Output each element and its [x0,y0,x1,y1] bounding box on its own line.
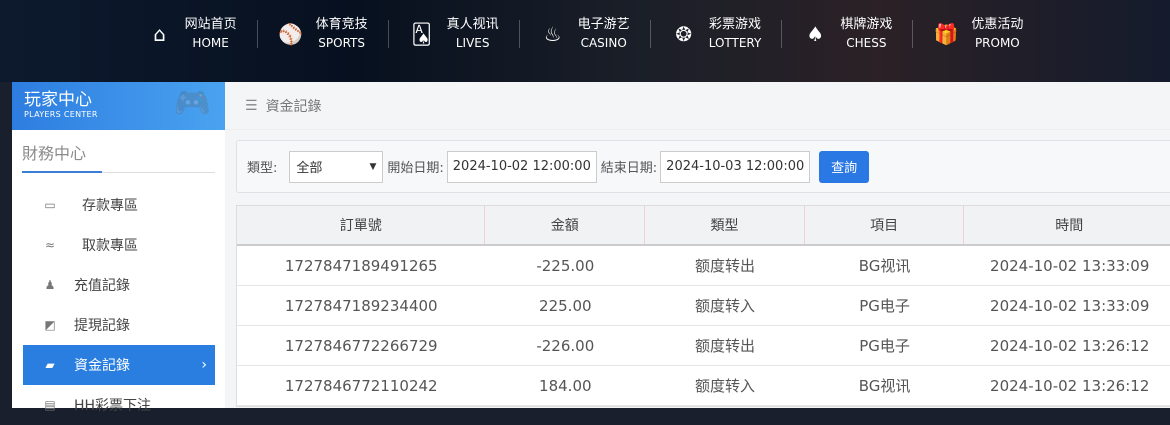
nav-label-cn: 真人视讯 [446,17,499,32]
sidebar-item-label: 取款專區 [82,238,138,254]
column-header[interactable]: 項目 [805,206,965,244]
wallet-icon: ◩ [44,318,56,332]
sidebar-subtitle: PLAYERS CENTER [24,110,98,119]
column-header[interactable]: 訂單號 [237,206,486,244]
main-content: ☰ 資金記錄 類型: 全部 ▼ 開始日期: 2024-10-02 12:00:00… [225,82,1170,408]
sidebar-title: 玩家中心 [24,90,92,110]
gamepad-icon: 🎮 [173,86,211,121]
column-header[interactable]: 金額 [485,206,646,244]
menu-icon[interactable]: ☰ [245,97,258,114]
column-header[interactable]: 時間 [964,206,1170,244]
nav-item-sports[interactable]: ⚾ 体育竞技 SPORTS [256,17,388,50]
nav-label-cn: 体育竞技 [315,17,368,32]
spade-icon: ♠ [806,22,825,46]
money-bag-icon: ♟ [44,278,56,292]
table-cell: 1727847189491265 [284,256,438,275]
ball-icon: ⚾ [278,22,304,46]
end-date-input[interactable]: 2024-10-03 12:00:00 [660,150,811,183]
sidebar-item[interactable]: ♟ 充值記錄 [23,265,215,305]
table-cell: 1727846772110242 [284,376,438,395]
table-row: 1727846772110242 184.00 额度转入 BG视讯 2024-10-02… [237,366,1170,406]
table-row: 1727847189491265 -225.00 额度转出 BG视讯 2024-10-0… [237,246,1170,286]
nav-item-home[interactable]: ⌂ 网站首页 HOME [127,17,257,50]
nav-label-en: SPORTS [318,36,365,50]
table-cell: 2024-10-02 13:33:09 [990,296,1150,315]
start-date-label: 開始日期: [387,161,444,176]
query-button[interactable]: 查詢 [819,150,870,183]
nav-item-promo[interactable]: 🎁 优惠活动 PROMO [912,17,1043,50]
table-cell: 1727846772266729 [284,336,438,355]
sidebar-item[interactable]: ≈ 取款專區 [23,225,215,265]
type-label: 類型: [247,161,278,176]
lottery-balls-icon: ❂ [675,22,693,46]
nav-label-cn: 优惠活动 [971,17,1024,32]
table-cell: PG电子 [859,337,910,355]
chevron-right-icon: › [201,357,207,373]
table-cell: 2024-10-02 13:33:09 [990,256,1150,275]
start-date-input[interactable]: 2024-10-02 12:00:00 [446,150,597,183]
nav-label-en: LIVES [455,36,490,50]
dropdown-arrow-icon: ▼ [369,161,377,172]
nav-label-en: CHESS [846,36,887,50]
table-cell: 额度转入 [694,297,755,315]
type-select[interactable]: 全部 ▼ [289,150,384,183]
end-date-label: 結束日期: [600,161,658,176]
table-cell: 额度转出 [694,257,755,275]
nav-item-lives[interactable]: 🂡 真人视讯 LIVES [387,17,519,50]
nav-item-chess[interactable]: ♠ 棋牌游戏 CHESS [781,17,912,50]
nav-label-cn: 彩票游戏 [709,17,762,32]
nav-label-cn: 网站首页 [184,17,237,32]
sidebar-item[interactable]: ◩ 提現記錄 [23,305,215,345]
sidebar-item-label: 充值記錄 [74,278,130,294]
table-cell: 额度转入 [694,377,755,395]
sidebar-item-label: HH彩票下注 [74,398,152,414]
hand-money-icon: ≈ [44,238,56,252]
cards-icon: 🂡 [411,22,432,46]
table-cell: -225.00 [536,256,595,275]
table-cell: 2024-10-02 13:26:12 [990,376,1150,395]
gift-icon: 🎁 [933,22,959,46]
nav-label-en: CASINO [580,36,627,50]
breadcrumb-label: 資金記錄 [265,98,322,115]
filter-bar: 類型: 全部 ▼ 開始日期: 2024-10-02 12:00:00 結束日期: … [236,140,1170,193]
slot-icon: ♨ [543,22,562,46]
sidebar-item[interactable]: ▭ 存款專區 [23,185,215,225]
card-icon: ▭ [44,198,56,212]
nav-label-en: HOME [192,36,229,50]
sidebar-item[interactable]: ▰ 資金記錄 › [23,345,215,385]
table-cell: BG视讯 [858,377,911,395]
home-icon: ⌂ [153,22,166,46]
table-cell: 184.00 [539,376,592,395]
players-center-header: 玩家中心 PLAYERS CENTER 🎮 [12,82,225,130]
nav-label-en: LOTTERY [708,36,762,50]
table-cell: 1727847189234400 [284,296,438,315]
sidebar-item-label: 資金記錄 [74,358,130,374]
table-cell: PG电子 [859,297,910,315]
table-row: 1727847189234400 225.00 额度转入 PG电子 2024-10-02… [237,286,1170,326]
nav-label-cn: 电子游艺 [577,17,630,32]
breadcrumb: ☰ 資金記錄 [225,82,1170,130]
table-cell: 2024-10-02 13:26:12 [990,336,1150,355]
sidebar-item-label: 提現記錄 [74,318,130,334]
fund-icon: ▰ [45,358,55,372]
type-select-value: 全部 [296,161,323,176]
list-icon: ▤ [44,398,56,412]
nav-item-lottery[interactable]: ❂ 彩票游戏 LOTTERY [649,17,782,50]
table-cell: BG视讯 [858,257,911,275]
sidebar-item[interactable]: ▤ HH彩票下注 [23,385,215,425]
fund-records-table: 訂單號 金額 類型 項目 時間 1727847189491265 -225.00 额度转出 BG… [236,205,1170,407]
section-title: 財務中心 [22,140,215,173]
nav-label-en: PROMO [974,36,1020,50]
table-cell: -226.00 [536,336,595,355]
column-header[interactable]: 類型 [645,206,805,244]
sidebar-item-label: 存款專區 [82,198,138,214]
nav-item-casino[interactable]: ♨ 电子游艺 CASINO [518,17,650,50]
top-nav: ⌂ 网站首页 HOME ⚾ 体育竞技 SPORTS 🂡 真人视讯 LIVES ♨ 电子… [0,0,1170,82]
table-cell: 额度转出 [694,337,755,355]
table-header: 訂單號 金額 類型 項目 時間 [237,206,1170,246]
nav-label-cn: 棋牌游戏 [840,17,893,32]
sidebar: 玩家中心 PLAYERS CENTER 🎮 財務中心 ▭ 存款專區 ≈ 取款專區… [12,82,225,414]
table-row: 1727846772266729 -226.00 额度转出 PG电子 2024-10-0… [237,326,1170,366]
table-cell: 225.00 [539,296,592,315]
